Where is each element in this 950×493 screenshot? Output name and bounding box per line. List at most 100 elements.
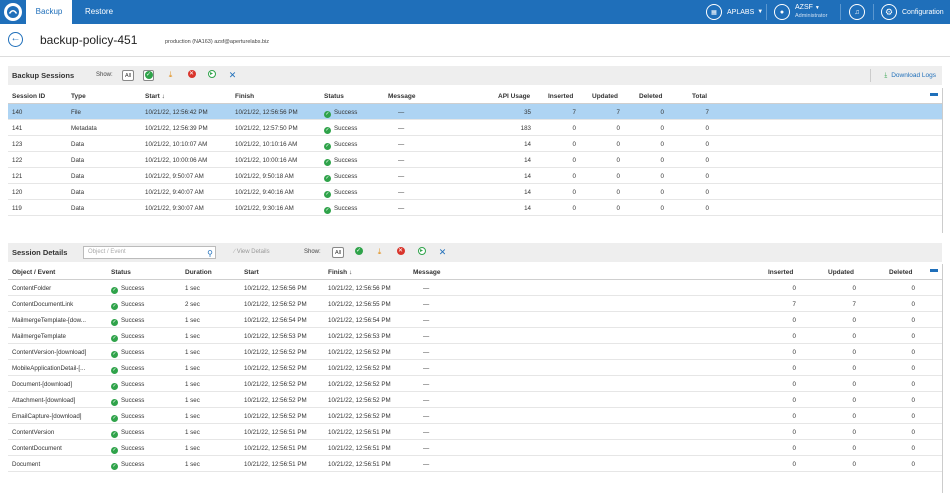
table-row[interactable]: Document-[download] ✓ Success 1 sec 10/21/22… bbox=[8, 376, 942, 392]
clear-filter-button[interactable]: ✕ bbox=[227, 70, 238, 81]
column-header[interactable]: Deleted bbox=[889, 269, 913, 276]
table-cell: 0 bbox=[706, 141, 709, 148]
column-header[interactable]: Object / Event bbox=[12, 269, 56, 276]
filter-error-button[interactable]: ✕ bbox=[186, 70, 197, 81]
cell-text: File bbox=[71, 109, 81, 116]
cell-text: 0 bbox=[705, 189, 709, 196]
column-header[interactable]: Updated bbox=[828, 269, 854, 276]
app-logo-icon[interactable] bbox=[4, 3, 22, 21]
column-header[interactable]: Inserted bbox=[768, 269, 794, 276]
table-row[interactable]: ContentDocumentLink ✓ Success 2 sec 10/21/22… bbox=[8, 296, 942, 312]
cell-text: 10/21/22, 12:56:51 PM bbox=[244, 429, 307, 436]
cell-text: 141 bbox=[12, 125, 23, 132]
download-logs-button[interactable]: ⤓ Download Logs bbox=[884, 72, 936, 79]
table-row[interactable]: ContentVersion-[download] ✓ Success 1 sec 10… bbox=[8, 344, 942, 360]
column-header[interactable]: Duration bbox=[185, 269, 212, 276]
table-cell: 0 bbox=[853, 349, 856, 356]
org-switcher[interactable]: ▦ APLABS ▼ bbox=[706, 0, 763, 24]
filter-warning-button[interactable]: ⤓ bbox=[374, 247, 385, 258]
table-row[interactable]: ContentFolder ✓ Success 1 sec 10/21/22, 12:5… bbox=[8, 280, 942, 296]
table-cell: 0 bbox=[706, 205, 709, 212]
filter-running-button[interactable]: ▸ bbox=[206, 70, 217, 81]
column-header[interactable]: Deleted bbox=[639, 93, 663, 100]
cell-text: Document-[download] bbox=[12, 381, 73, 388]
column-header[interactable]: Start bbox=[244, 269, 259, 276]
view-details-button[interactable]: ∕ View Details bbox=[234, 249, 270, 255]
download-icon: ⤓ bbox=[884, 72, 888, 79]
cell-text: — bbox=[423, 413, 430, 420]
table-row[interactable]: Document ✓ Success 1 sec 10/21/22, 12:56:51 … bbox=[8, 456, 942, 472]
clear-filter-button[interactable]: ✕ bbox=[437, 247, 448, 258]
filter-warning-button[interactable]: ⤓ bbox=[165, 70, 176, 81]
table-row[interactable]: 141 Metadata 10/21/22, 12:56:39 PM 10/21/22… bbox=[8, 120, 942, 136]
table-row[interactable]: ContentVersion ✓ Success 1 sec 10/21/22, 12:… bbox=[8, 424, 942, 440]
cell-text: 10/21/22, 12:56:54 PM bbox=[328, 317, 391, 324]
cell-text: 1 sec bbox=[185, 285, 200, 292]
table-row[interactable]: MailmergeTemplate-[dow... ✓ Success 1 sec 10… bbox=[8, 312, 942, 328]
column-header[interactable]: Status bbox=[324, 93, 344, 100]
back-arrow-icon[interactable]: ← bbox=[8, 32, 23, 47]
cell-text: 0 bbox=[911, 333, 915, 340]
filter-success-button[interactable]: ✓ bbox=[143, 70, 154, 81]
table-row[interactable]: EmailCapture-[download] ✓ Success 1 sec 10/2… bbox=[8, 408, 942, 424]
table-row[interactable]: Attachment-[download] ✓ Success 1 sec 10/21/… bbox=[8, 392, 942, 408]
table-row[interactable]: 123 Data 10/21/22, 10:10:07 AM 10/21/22, 10… bbox=[8, 136, 942, 152]
notifications-button[interactable]: ♫ bbox=[849, 0, 865, 24]
table-cell: 1 sec bbox=[185, 397, 200, 404]
column-header[interactable]: Total bbox=[692, 93, 708, 100]
cell-text: 14 bbox=[524, 173, 531, 180]
running-icon: ▸ bbox=[207, 70, 216, 79]
column-menu-icon[interactable] bbox=[930, 269, 938, 272]
cell-text: 0 bbox=[616, 157, 620, 164]
table-row[interactable]: MobileApplicationDetail-[... ✓ Success 1 se… bbox=[8, 360, 942, 376]
table-row[interactable]: 140 File 10/21/22, 12:56:42 PM 10/21/22, 12… bbox=[8, 104, 942, 120]
table-cell: 0 bbox=[853, 317, 856, 324]
user-menu[interactable]: ● AZSF ▼ Administrator bbox=[774, 0, 827, 24]
table-row[interactable]: 120 Data 10/21/22, 9:40:07 AM 10/21/22, 9:4… bbox=[8, 184, 942, 200]
table-cell: — bbox=[423, 365, 429, 372]
tab-backup[interactable]: Backup bbox=[26, 0, 72, 24]
search-input[interactable]: Object / Event ⚲ bbox=[83, 246, 216, 259]
filter-success-button[interactable]: ✓ bbox=[353, 247, 364, 258]
cell-text: 10/21/22, 12:56:42 PM bbox=[145, 109, 208, 116]
table-cell: 10/21/22, 12:56:52 PM bbox=[244, 413, 307, 420]
column-menu-icon[interactable] bbox=[930, 93, 938, 96]
cell-text: 0 bbox=[572, 141, 576, 148]
filter-all-button[interactable]: All bbox=[332, 247, 344, 258]
table-row[interactable]: ContentDocument ✓ Success 1 sec 10/21/22, 12… bbox=[8, 440, 942, 456]
table-row[interactable]: MailmergeTemplate ✓ Success 1 sec 10/21/22, … bbox=[8, 328, 942, 344]
table-row[interactable]: 119 Data 10/21/22, 9:30:07 AM 10/21/22, 9:3… bbox=[8, 200, 942, 216]
cell-text: 120 bbox=[12, 189, 23, 196]
column-header[interactable]: API Usage bbox=[498, 93, 531, 100]
table-row[interactable]: 122 Data 10/21/22, 10:00:06 AM 10/21/22, 10… bbox=[8, 152, 942, 168]
cell-text: Success bbox=[334, 205, 358, 212]
table-cell: 121 bbox=[12, 173, 22, 180]
tab-restore[interactable]: Restore bbox=[85, 7, 114, 16]
column-header[interactable]: Updated bbox=[592, 93, 618, 100]
column-header[interactable]: Finish bbox=[235, 93, 255, 100]
column-header[interactable]: Message bbox=[413, 269, 441, 276]
filter-all-button[interactable]: All bbox=[122, 70, 134, 81]
column-header[interactable]: Inserted bbox=[548, 93, 574, 100]
table-cell: — bbox=[398, 141, 404, 148]
scrollbar-track[interactable] bbox=[942, 88, 943, 233]
close-icon: ✕ bbox=[438, 247, 447, 257]
search-icon[interactable]: ⚲ bbox=[207, 249, 213, 258]
configuration-button[interactable]: ⚙ Configuration bbox=[881, 0, 944, 24]
column-header[interactable]: Start ↓ bbox=[145, 93, 165, 100]
scrollbar-track[interactable] bbox=[942, 264, 943, 493]
column-header[interactable]: Status bbox=[111, 269, 131, 276]
filter-running-button[interactable]: ▸ bbox=[416, 247, 427, 258]
cell-text: 1 sec bbox=[185, 413, 200, 420]
table-cell: 10/21/22, 12:56:42 PM bbox=[145, 109, 208, 116]
table-row[interactable]: 121 Data 10/21/22, 9:50:07 AM 10/21/22, 9:5… bbox=[8, 168, 942, 184]
column-header[interactable]: Message bbox=[388, 93, 416, 100]
column-header[interactable]: Session ID bbox=[12, 93, 46, 100]
cell-text: 0 bbox=[616, 125, 620, 132]
table-cell: 0 bbox=[793, 461, 796, 468]
column-header[interactable]: Finish ↓ bbox=[328, 269, 353, 276]
column-header[interactable]: Type bbox=[71, 93, 86, 100]
success-check-icon: ✓ bbox=[111, 415, 118, 422]
filter-error-button[interactable]: ✕ bbox=[395, 247, 406, 258]
cell-text: 7 bbox=[852, 301, 856, 308]
